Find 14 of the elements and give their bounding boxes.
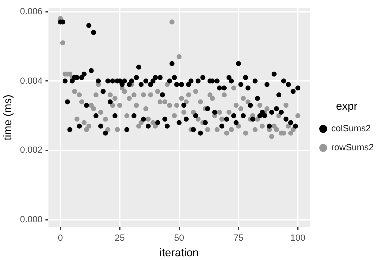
x-tick-label: 50 — [174, 232, 184, 243]
x-tick-label: 100 — [290, 232, 306, 243]
legend-label: colSums2 — [331, 124, 372, 134]
y-tick-label: 0.006 — [20, 6, 43, 16]
x-axis-title: iteration — [160, 247, 199, 260]
x-tick-label: 75 — [234, 232, 244, 243]
legend-title: expr — [336, 100, 358, 113]
y-tick-label: 0.000 — [20, 214, 43, 225]
y-tick-label: 0.004 — [20, 76, 43, 86]
y-tick-label: 0.002 — [20, 145, 43, 156]
x-tick-label: 0 — [58, 232, 64, 243]
y-axis-title: time (ms) — [2, 94, 15, 141]
legend-label: rowSums2 — [331, 142, 374, 153]
x-tick-label: 25 — [114, 232, 125, 243]
